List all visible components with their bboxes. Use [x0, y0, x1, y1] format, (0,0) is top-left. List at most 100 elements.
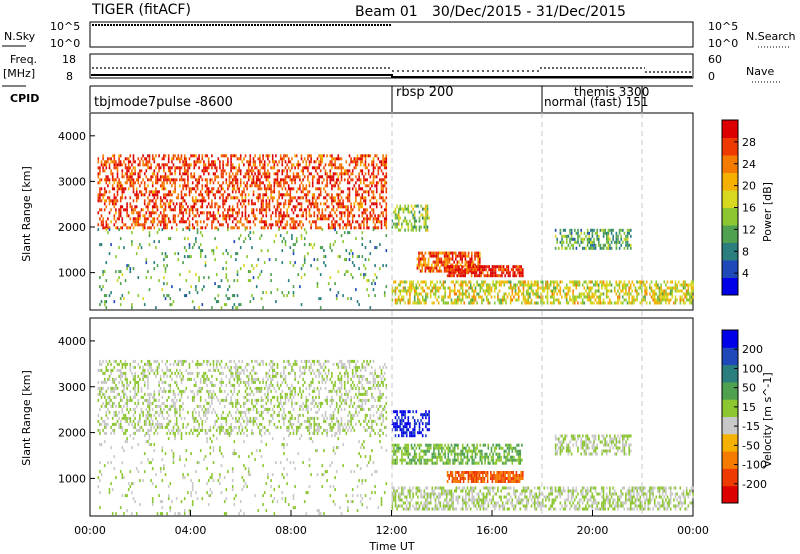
heatmap-cell [164, 223, 167, 227]
heatmap-cell [361, 211, 364, 215]
heatmap-cell [103, 193, 106, 197]
heatmap-cell [663, 295, 666, 299]
heatmap-cell [666, 292, 669, 296]
heatmap-cell [115, 199, 117, 203]
heatmap-cell [335, 181, 338, 185]
heatmap-cell [191, 199, 194, 203]
heatmap-cell [190, 255, 192, 259]
heatmap-cell [601, 292, 603, 296]
heatmap-cell [291, 166, 293, 170]
heatmap-cell [140, 193, 143, 197]
heatmap-cell [421, 216, 424, 220]
heatmap-cell [204, 199, 207, 203]
heatmap-cell [140, 395, 143, 399]
heatmap-cell [249, 237, 252, 241]
heatmap-cell [292, 252, 295, 256]
heatmap-cell [593, 240, 595, 244]
heatmap-cell [132, 425, 135, 429]
heatmap-cell [169, 389, 172, 393]
heatmap-cell [448, 274, 450, 278]
heatmap-cell [217, 285, 220, 289]
heatmap-cell [287, 175, 290, 179]
heatmap-cell [233, 166, 236, 170]
heatmap-cell [126, 157, 128, 161]
heatmap-cell [220, 365, 223, 369]
heatmap-cell [116, 368, 119, 372]
heatmap-cell [383, 199, 386, 203]
heatmap-cell [175, 166, 178, 170]
heatmap-cell [644, 292, 646, 296]
heatmap-cell [601, 301, 603, 305]
heatmap-cell [198, 178, 200, 182]
heatmap-cell [159, 374, 162, 378]
heatmap-cell [211, 154, 213, 158]
heatmap-cell [351, 178, 354, 182]
heatmap-cell [212, 425, 215, 429]
heatmap-cell [323, 202, 325, 206]
heatmap-cell [100, 368, 103, 372]
heatmap-cell [102, 157, 104, 161]
heatmap-cell [292, 178, 295, 182]
heatmap-cell [350, 226, 352, 230]
heatmap-cell [244, 226, 247, 230]
heatmap-cell [203, 410, 205, 414]
heatmap-cell [195, 160, 197, 164]
heatmap-cell [399, 289, 402, 293]
heatmap-cell [493, 268, 495, 272]
heatmap-cell [199, 190, 202, 194]
heatmap-cell [529, 301, 531, 305]
heatmap-cell [546, 301, 549, 305]
heatmap-cell [505, 301, 507, 305]
heatmap-cell [313, 202, 316, 206]
heatmap-cell [244, 413, 247, 417]
heatmap-cell [367, 163, 370, 167]
heatmap-cell [466, 295, 469, 299]
heatmap-cell [172, 214, 175, 218]
heatmap-cell [252, 407, 255, 411]
heatmap-cell [669, 298, 672, 302]
heatmap-cell [251, 211, 253, 215]
heatmap-cell [489, 292, 491, 296]
heatmap-cell [371, 181, 373, 185]
heatmap-cell [462, 271, 465, 275]
heatmap-cell [239, 371, 242, 375]
heatmap-cell [121, 184, 124, 188]
heatmap-cell [214, 237, 216, 241]
heatmap-cell [307, 154, 309, 158]
heatmap-cell [239, 365, 242, 369]
heatmap-cell [179, 389, 181, 393]
heatmap-cell [126, 380, 128, 384]
heatmap-cell [283, 157, 285, 161]
heatmap-cell [102, 371, 104, 375]
heatmap-cell [252, 297, 255, 301]
heatmap-cell [332, 175, 335, 179]
heatmap-cell [214, 163, 216, 167]
heatmap-cell [442, 263, 444, 267]
heatmap-cell [220, 380, 223, 384]
heatmap-cell [324, 217, 327, 221]
heatmap-cell [113, 428, 116, 432]
heatmap-cell [161, 187, 164, 191]
heatmap-cell [134, 181, 136, 185]
heatmap-cell [385, 205, 388, 209]
heatmap-cell [554, 286, 557, 290]
heatmap-cell [511, 286, 514, 290]
heatmap-cell [308, 220, 311, 224]
heatmap-cell [124, 181, 127, 185]
heatmap-cell [212, 163, 215, 167]
heatmap-cell [231, 401, 234, 405]
heatmap-cell [185, 187, 188, 191]
heatmap-cell [343, 172, 346, 176]
heatmap-cell [127, 166, 130, 170]
heatmap-cell [622, 228, 624, 232]
heatmap-cell [145, 419, 148, 423]
heatmap-cell [340, 234, 343, 238]
heatmap-cell [222, 217, 224, 221]
heatmap-cell [246, 226, 248, 230]
heatmap-cell [347, 270, 349, 274]
heatmap-cell [486, 274, 489, 278]
heatmap-cell [331, 208, 333, 212]
heatmap-cell [474, 289, 477, 293]
heatmap-cell [99, 190, 101, 194]
heatmap-cell [427, 263, 430, 267]
